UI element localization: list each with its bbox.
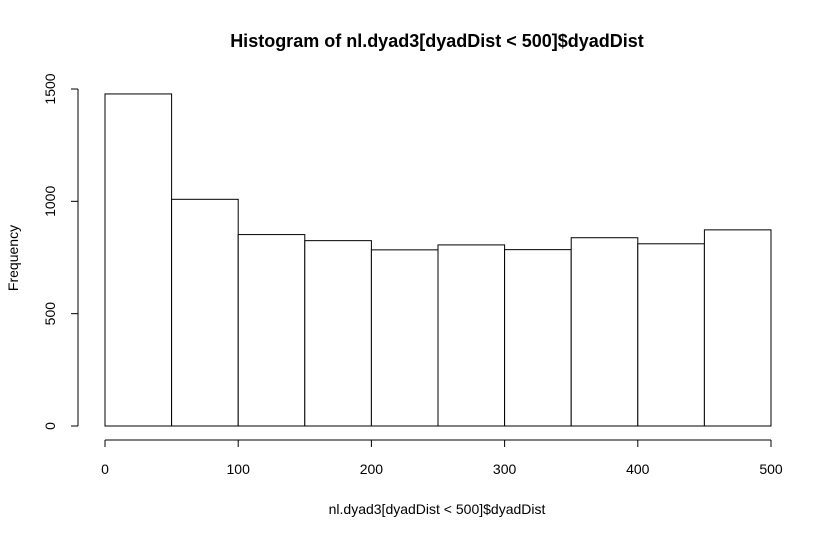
histogram-bar-4 <box>370 249 439 427</box>
histogram-bar-9 <box>703 229 772 427</box>
x-tick-label-0: 0 <box>101 461 109 477</box>
x-tick-label-4: 400 <box>626 461 650 477</box>
y-axis-label: Frequency <box>5 225 21 291</box>
y-tick-label-3: 1500 <box>42 73 58 104</box>
y-tick-label-1: 500 <box>42 302 58 326</box>
histogram-bar-1 <box>171 198 239 427</box>
x-axis: 0 100 200 300 400 500 <box>101 439 783 477</box>
y-tick-label-2: 1000 <box>42 186 58 217</box>
histogram-bar-2 <box>237 234 306 427</box>
x-tick-label-1: 100 <box>227 461 251 477</box>
x-axis-label: nl.dyad3[dyadDist < 500]$dyadDist <box>329 501 546 517</box>
histogram-bar-0 <box>104 93 173 427</box>
y-axis: 0 500 1000 1500 <box>42 73 79 430</box>
histogram-bar-7 <box>570 237 639 427</box>
histogram-bar-6 <box>504 249 572 427</box>
histogram-bar-3 <box>304 240 372 427</box>
histogram-bar-8 <box>637 243 705 427</box>
y-tick-label-0: 0 <box>42 422 58 430</box>
x-tick-label-2: 200 <box>360 461 384 477</box>
x-tick-label-5: 500 <box>759 461 783 477</box>
x-tick-label-3: 300 <box>493 461 517 477</box>
histogram-bar-5 <box>437 244 506 427</box>
chart-title: Histogram of nl.dyad3[dyadDist < 500]$dy… <box>230 31 644 51</box>
histogram-bars <box>104 93 772 427</box>
